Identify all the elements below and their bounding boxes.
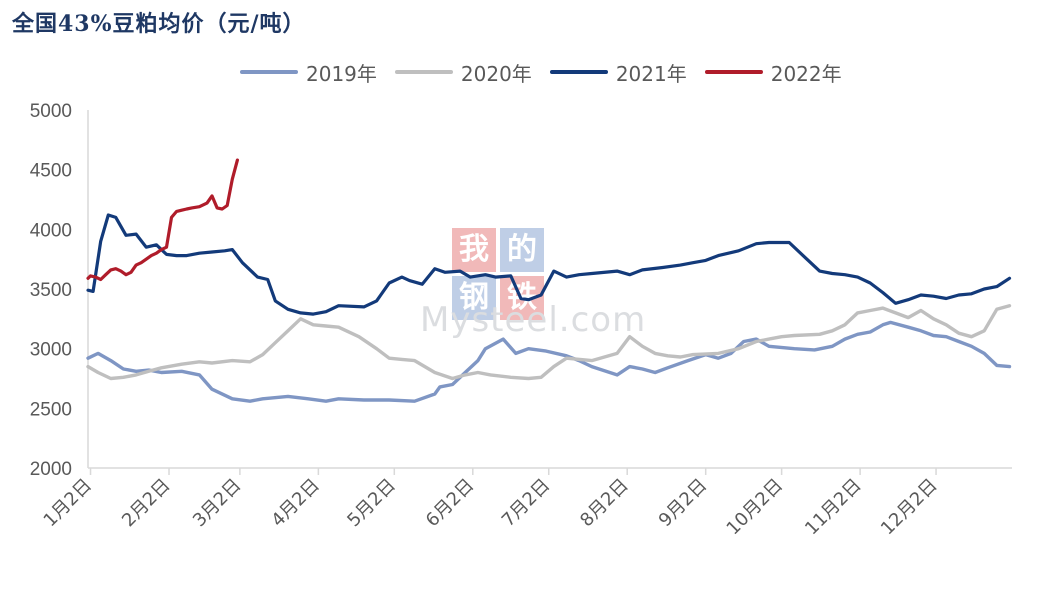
legend-item-2021: 2021年 bbox=[549, 58, 687, 87]
legend-label-2022: 2022年 bbox=[770, 61, 842, 86]
chart-title: 全国43%豆粕均价（元/吨） bbox=[12, 11, 306, 37]
series-line-2020 bbox=[86, 304, 1012, 381]
legend-item-2022: 2022年 bbox=[704, 58, 842, 87]
legend-label-2021: 2021年 bbox=[615, 61, 687, 86]
legend-item-2020: 2020年 bbox=[394, 58, 532, 87]
y-tick-label: 3000 bbox=[30, 340, 72, 361]
legend-swatch-2022 bbox=[704, 70, 763, 74]
y-tick-label: 4500 bbox=[30, 161, 72, 182]
y-tick-label: 2000 bbox=[30, 459, 72, 480]
legend-swatch-2020 bbox=[394, 70, 453, 74]
x-tick-label: 12月2日 bbox=[877, 475, 942, 540]
y-tick-label: 3500 bbox=[30, 280, 72, 301]
x-tick-label: 2月2日 bbox=[118, 475, 175, 532]
series-line-2021 bbox=[86, 213, 1012, 316]
legend-label-2020: 2020年 bbox=[460, 61, 532, 86]
legend-item-2019: 2019年 bbox=[240, 58, 377, 87]
x-tick-label: 6月2日 bbox=[422, 475, 479, 532]
x-tick-label: 11月2日 bbox=[801, 475, 866, 540]
x-tick-label: 1月2日 bbox=[40, 475, 97, 532]
x-tick-label: 5月2日 bbox=[343, 475, 400, 532]
y-tick-label: 5000 bbox=[30, 101, 72, 122]
legend-label-2019: 2019年 bbox=[306, 61, 377, 86]
x-tick-label: 9月2日 bbox=[655, 475, 712, 532]
x-tick-label: 7月2日 bbox=[498, 475, 555, 532]
x-tick-label: 4月2日 bbox=[267, 475, 324, 532]
y-tick-label: 4000 bbox=[30, 220, 72, 241]
legend-swatch-2019 bbox=[240, 70, 298, 74]
x-tick-label: 8月2日 bbox=[576, 475, 633, 532]
x-tick-label: 10月2日 bbox=[723, 475, 788, 540]
y-tick-label: 2500 bbox=[30, 399, 72, 420]
x-tick-label: 3月2日 bbox=[189, 475, 246, 532]
legend-swatch-2021 bbox=[549, 70, 608, 74]
series-line-2022 bbox=[86, 158, 239, 282]
chart-legend: 2019年 2020年 2021年 2022年 bbox=[240, 58, 842, 86]
